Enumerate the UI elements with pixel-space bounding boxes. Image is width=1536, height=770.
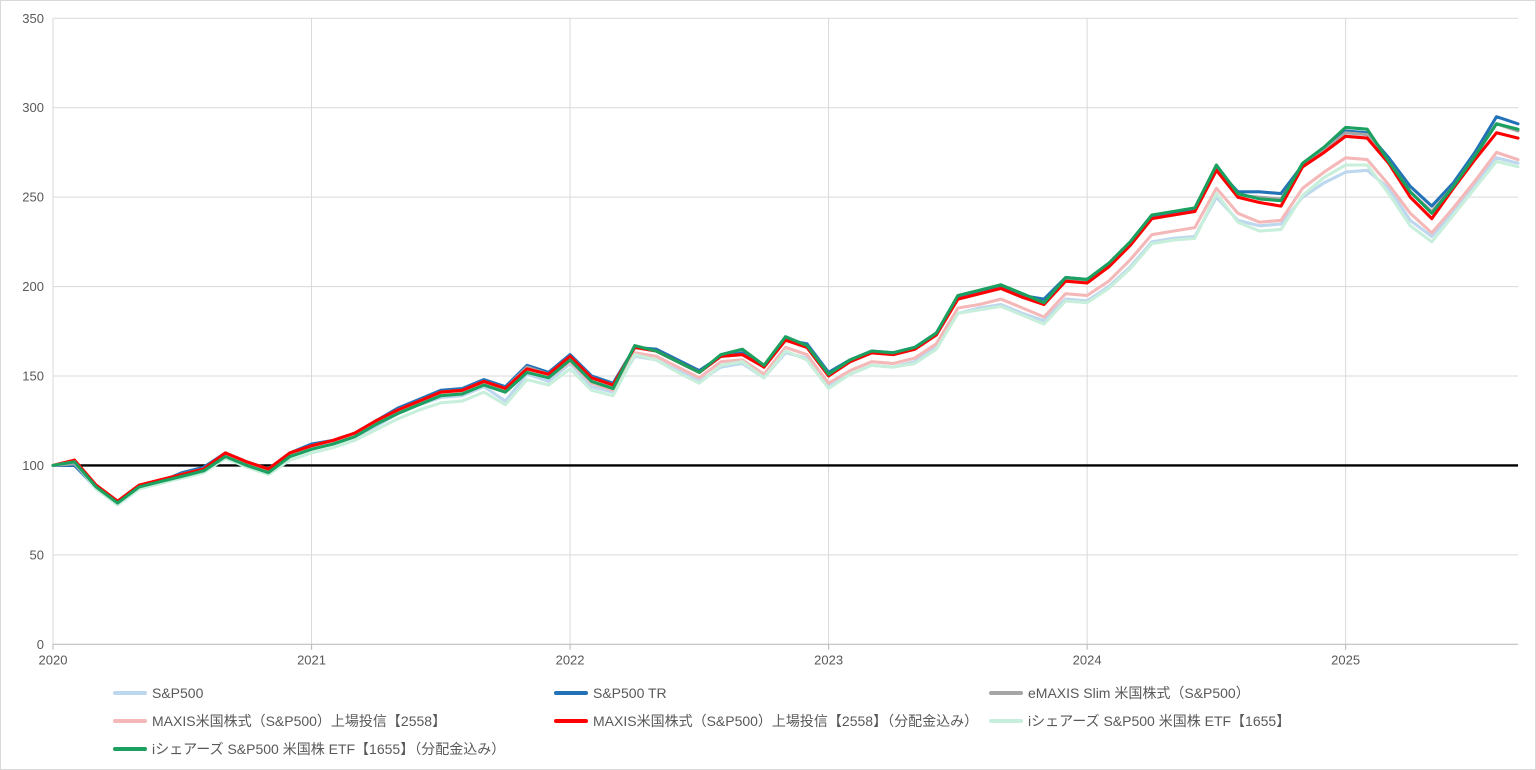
y-tick-label-150: 150 [22, 369, 44, 384]
series-line-maxis_2558_tr [51, 131, 1520, 503]
series-line-ishares_1655 [51, 159, 1520, 507]
x-tick-label-2021: 2021 [297, 652, 326, 667]
y-tick-label-50: 50 [30, 547, 44, 562]
x-tick-label-2023: 2023 [814, 652, 843, 667]
y-tick-label-100: 100 [22, 458, 44, 473]
y-tick-label-0: 0 [37, 637, 44, 652]
y-tick-label-350: 350 [22, 11, 44, 26]
x-tick-label-2025: 2025 [1331, 652, 1360, 667]
x-tick-label-2024: 2024 [1073, 652, 1102, 667]
x-tick-label-2022: 2022 [556, 652, 585, 667]
series-line-ishares_1655_tr [51, 122, 1520, 505]
y-tick-label-200: 200 [22, 279, 44, 294]
series-line-maxis_2558 [51, 150, 1520, 503]
y-tick-label-300: 300 [22, 100, 44, 115]
series-line-sp500 [51, 156, 1520, 507]
x-tick-label-2020: 2020 [39, 652, 68, 667]
y-tick-label-250: 250 [22, 190, 44, 205]
series-line-emaxis_slim [51, 122, 1520, 503]
